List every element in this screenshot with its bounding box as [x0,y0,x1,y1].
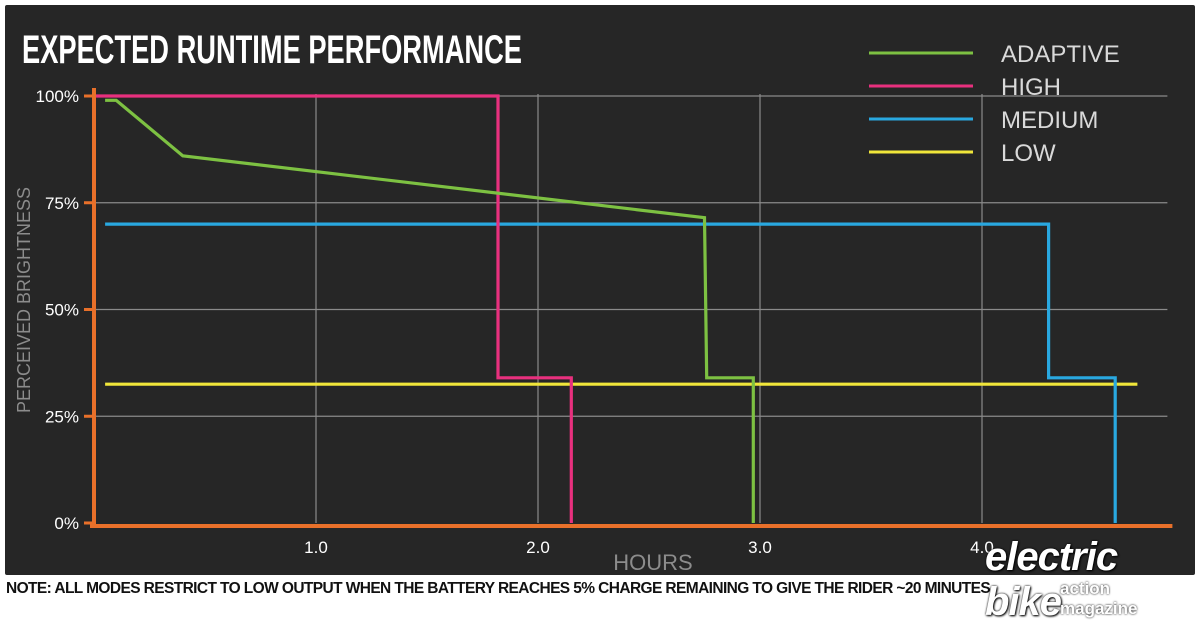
x-axis-label: HOURS [613,550,692,575]
runtime-chart: EXPECTED RUNTIME PERFORMANCE 0% 25% 50% 75%… [14,28,1173,575]
y-tick-label: 75% [45,194,79,213]
chart-panel: EXPECTED RUNTIME PERFORMANCE 0% 25% 50% 75%… [5,5,1195,575]
x-tick-label: 4.0 [970,538,994,557]
x-tick-label: 2.0 [526,538,550,557]
series-line-adaptive [105,98,755,523]
legend-label-medium: MEDIUM [1001,107,1098,134]
footnote: NOTE: ALL MODES RESTRICT TO LOW OUTPUT W… [6,580,991,597]
x-tick-label: 3.0 [748,538,772,557]
y-tick-label: 25% [45,407,79,426]
series-lines [94,94,1138,523]
watermark-logo: electric bike action magazine [985,535,1190,624]
y-tick-label: 0% [54,514,79,533]
y-tick-label: 100% [36,87,79,106]
series-line-medium [105,222,1117,523]
series-line-high [94,94,573,523]
axes [84,88,1173,528]
legend: ADAPTIVE HIGH MEDIUM LOW [869,41,1120,167]
y-tick-labels: 0% 25% 50% 75% 100% [36,87,79,533]
legend-label-high: HIGH [1001,74,1061,101]
y-axis-label: PERCEIVED BRIGHTNESS [14,187,34,413]
y-tick-label: 50% [45,301,79,320]
legend-label-low: LOW [1001,140,1056,167]
watermark-sub: action magazine [1060,579,1138,618]
legend-label-adaptive: ADAPTIVE [1001,41,1120,68]
x-tick-label: 1.0 [304,538,328,557]
chart-title: EXPECTED RUNTIME PERFORMANCE [22,28,522,72]
x-tick-labels: 1.0 2.0 3.0 4.0 [304,538,994,557]
